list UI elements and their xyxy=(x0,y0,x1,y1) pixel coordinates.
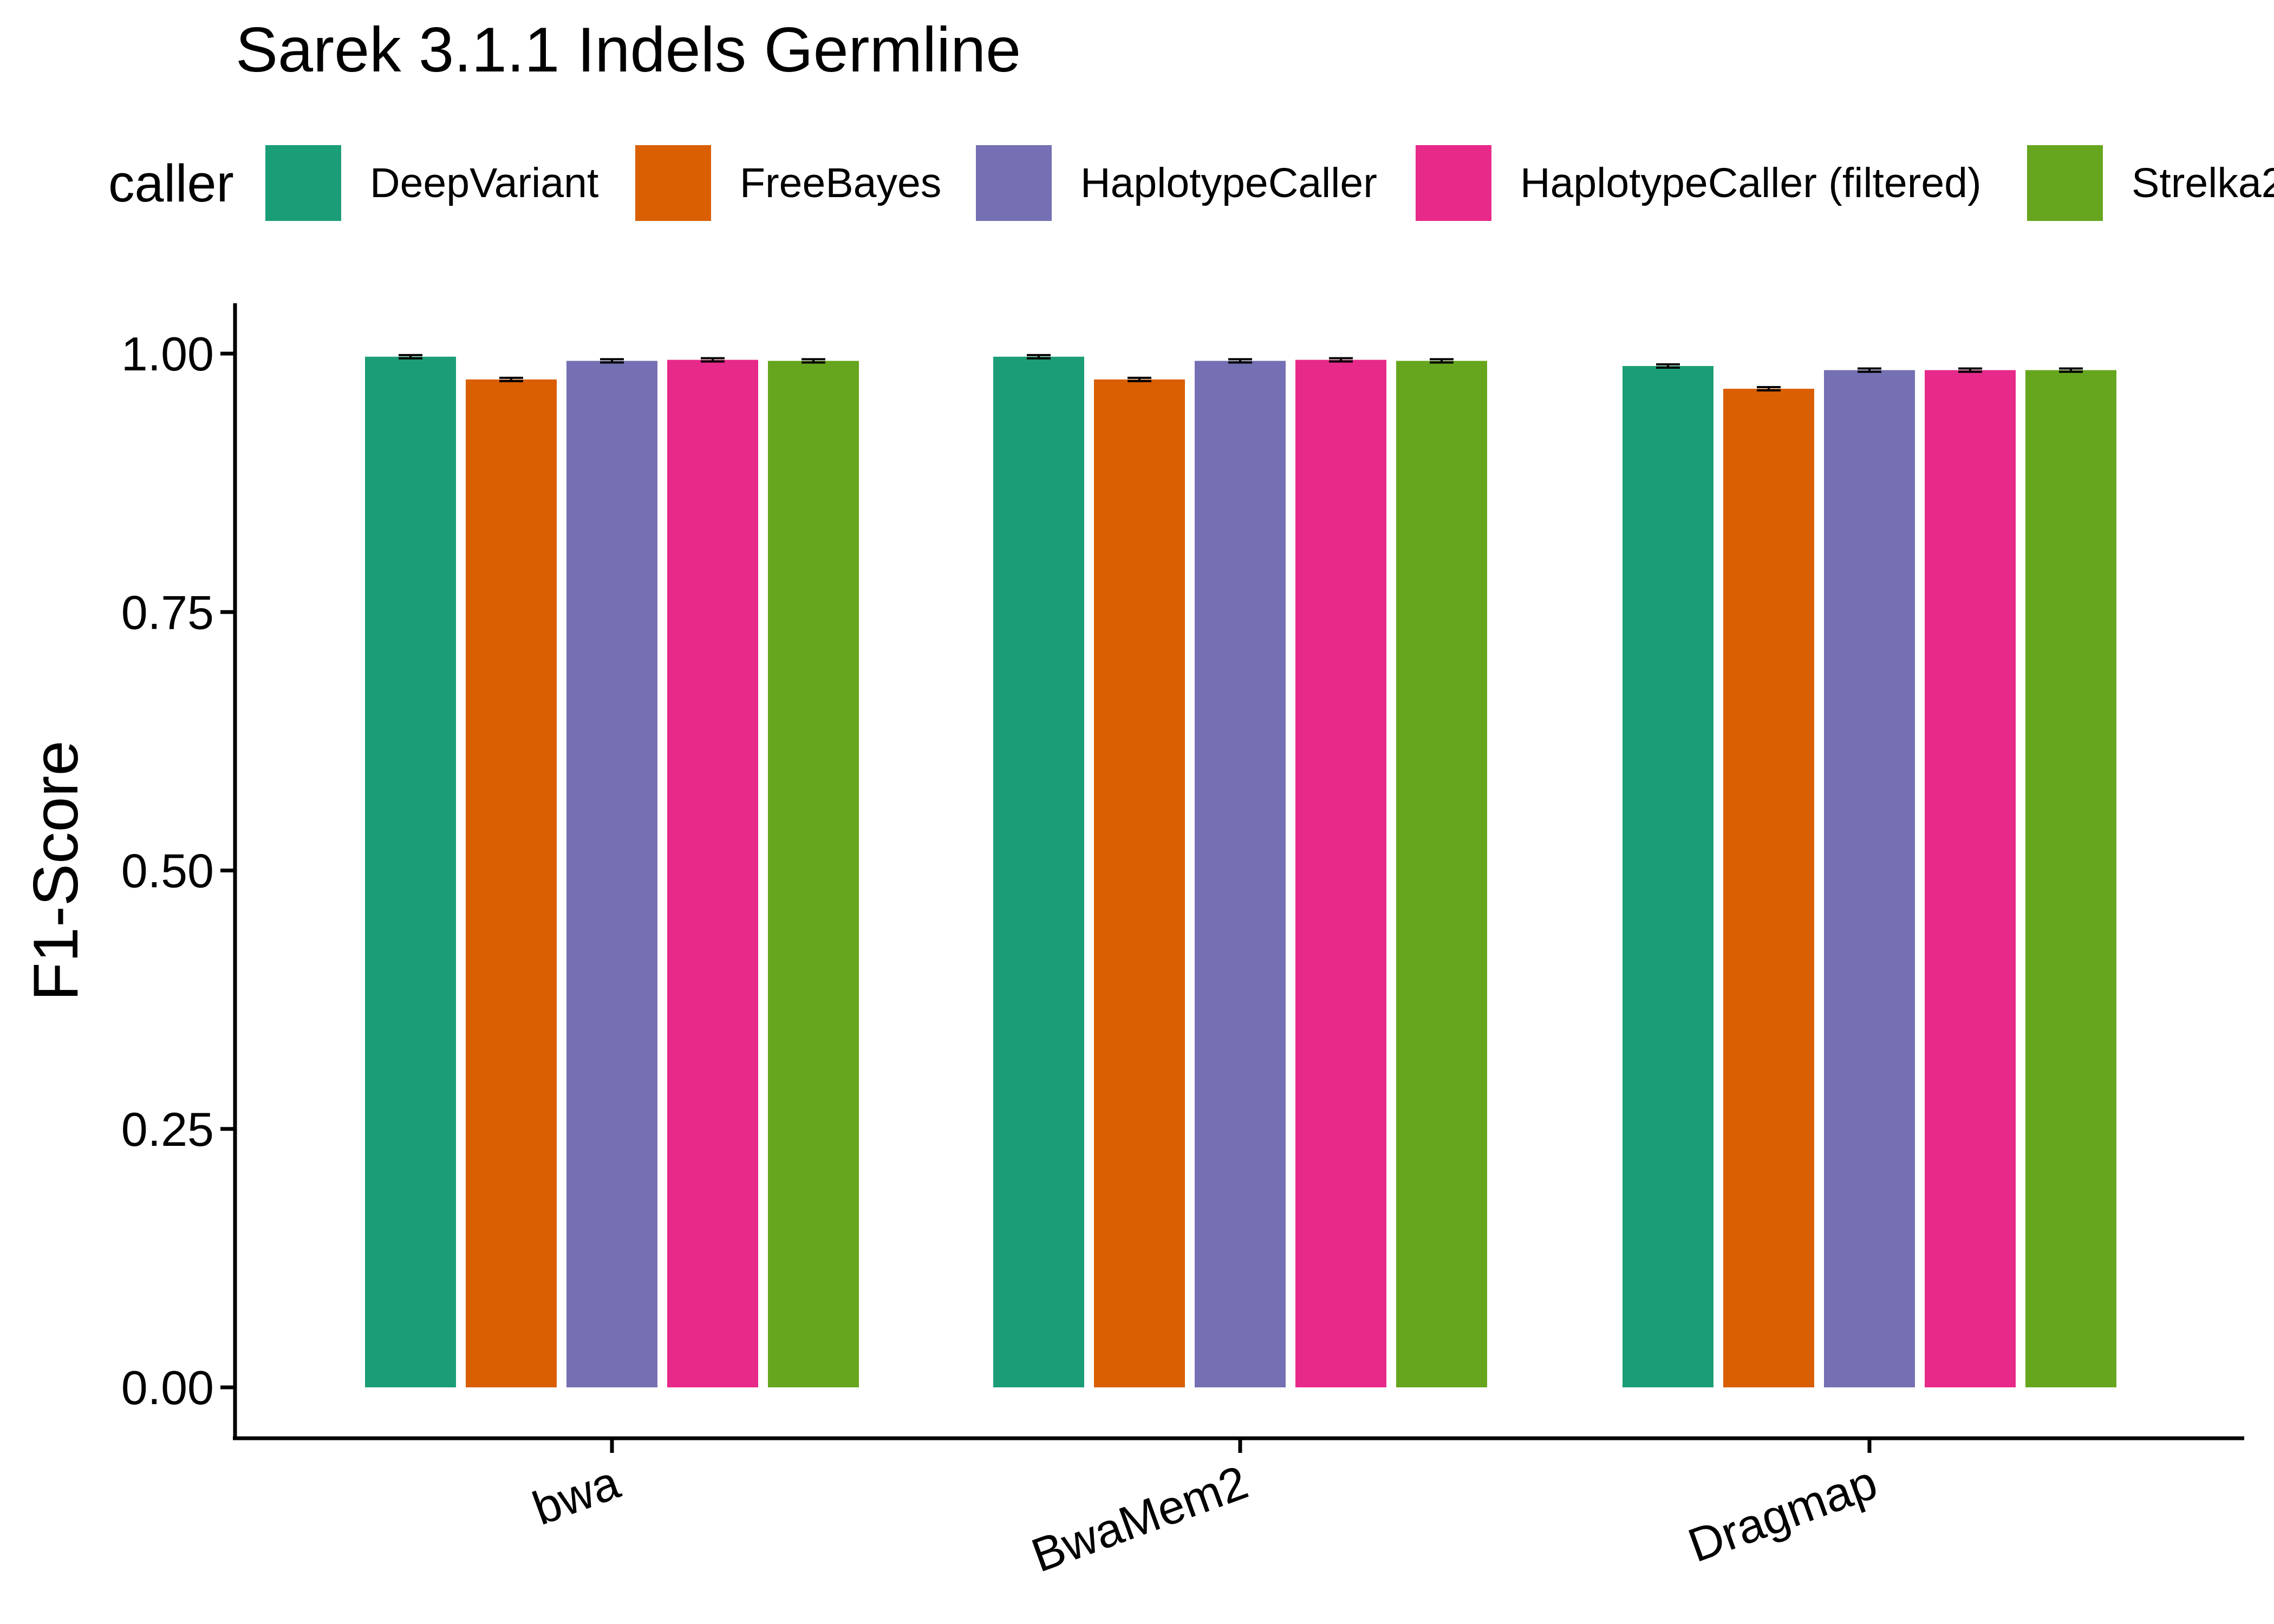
legend-items: DeepVariant FreeBayes HaplotypeCaller Haplo… xyxy=(265,145,2274,221)
bar-bwamem2-freebayes xyxy=(1094,379,1185,1388)
error-bar xyxy=(1228,358,1252,364)
legend-key-strelka2 xyxy=(2027,145,2103,221)
legend-label: Strelka2 xyxy=(2132,160,2274,206)
legend-key-haplotypecaller-filtered xyxy=(1416,145,1491,221)
error-bar xyxy=(1128,376,1151,382)
y-tick-label: 0.25 xyxy=(121,1103,214,1156)
bar-bwa-freebayes xyxy=(466,379,557,1388)
error-bar xyxy=(1858,367,1881,373)
y-tick-label: 1.00 xyxy=(121,327,214,381)
bar-bwamem2-haplotypecaller-filtered xyxy=(1295,360,1386,1387)
legend-label: HaplotypeCaller xyxy=(1080,160,1377,206)
y-tick-label: 0.50 xyxy=(121,844,214,898)
bar-bwa-haplotypecaller-filtered xyxy=(667,360,758,1387)
error-bar xyxy=(701,357,725,363)
legend-key-freebayes xyxy=(635,145,711,221)
legend-key-deepvariant xyxy=(265,145,341,221)
x-tick-label-bwa: bwa xyxy=(526,1455,627,1535)
bar-dragmap-haplotypecaller-filtered xyxy=(1925,370,2016,1387)
error-bar xyxy=(802,358,825,364)
y-tick-label: 0.75 xyxy=(121,585,214,639)
error-bars xyxy=(399,354,2083,392)
y-axis-ticks: 0.00 0.25 0.50 0.75 1.00 xyxy=(121,327,235,1414)
bar-bwa-deepvariant xyxy=(365,356,456,1388)
error-bar xyxy=(600,358,624,364)
y-tick-label: 0.00 xyxy=(121,1361,214,1414)
legend-title: caller xyxy=(108,154,234,213)
error-bar xyxy=(499,376,523,382)
legend-label: HaplotypeCaller (filtered) xyxy=(1520,160,1982,206)
bar-dragmap-freebayes xyxy=(1723,388,1814,1387)
bar-dragmap-deepvariant xyxy=(1623,366,1713,1387)
x-tick-label-bwamem2: BwaMem2 xyxy=(1025,1455,1254,1582)
bar-bwa-strelka2 xyxy=(768,361,859,1387)
legend: caller DeepVariant FreeBayes HaplotypeCall… xyxy=(108,145,2274,221)
legend-label: DeepVariant xyxy=(370,160,598,206)
error-bar xyxy=(399,354,422,360)
bar-bwamem2-strelka2 xyxy=(1396,361,1487,1387)
error-bar xyxy=(1329,357,1353,363)
y-axis-title: F1-Score xyxy=(20,740,91,1001)
error-bar xyxy=(1027,354,1051,360)
legend-key-haplotypecaller xyxy=(976,145,1052,221)
plot-area: 0.00 0.25 0.50 0.75 1.00 bwa BwaMem2 Dragmap xyxy=(121,303,2244,1582)
error-bar xyxy=(1656,363,1680,369)
error-bar xyxy=(1430,358,1454,364)
bar-bwamem2-haplotypecaller xyxy=(1195,361,1286,1387)
x-tick-label-dragmap: Dragmap xyxy=(1682,1455,1884,1573)
bar-bwa-haplotypecaller xyxy=(566,361,657,1387)
error-bar xyxy=(1757,386,1781,392)
bar-dragmap-strelka2 xyxy=(2025,370,2116,1387)
chart-title: Sarek 3.1.1 Indels Germline xyxy=(236,14,1021,85)
error-bar xyxy=(1958,367,1982,373)
legend-label: FreeBayes xyxy=(740,160,941,206)
bar-bwamem2-deepvariant xyxy=(993,356,1084,1388)
bar-dragmap-haplotypecaller xyxy=(1824,370,1915,1387)
error-bar xyxy=(2059,367,2083,373)
bars xyxy=(365,356,2116,1388)
x-axis-ticks: bwa BwaMem2 Dragmap xyxy=(526,1438,1884,1582)
